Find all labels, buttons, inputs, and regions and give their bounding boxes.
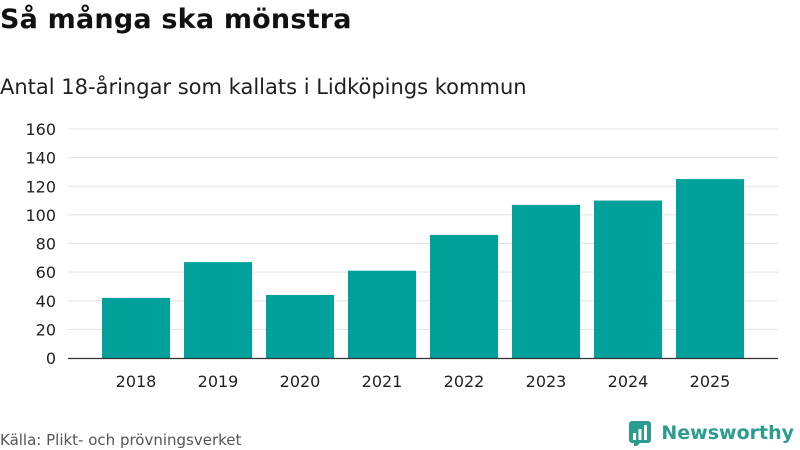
x-axis-ticks: 2018 2019 2020 2021 2022 2023 2024 2025 [116,372,731,391]
x-tick-label: 2022 [444,372,485,391]
bar [348,270,416,358]
chart-subtitle: Antal 18-åringar som kallats i Lidköping… [0,75,527,99]
bar [184,262,252,358]
y-tick-label: 80 [36,235,56,254]
x-tick-label: 2024 [608,372,649,391]
x-tick-label: 2021 [362,372,403,391]
y-tick-label: 120 [25,177,56,196]
x-tick-label: 2020 [280,372,321,391]
y-tick-label: 20 [36,320,56,339]
y-tick-label: 0 [46,349,56,368]
source-note: Källa: Plikt- och prövningsverket [0,431,242,449]
bar [676,179,744,358]
y-tick-label: 140 [25,149,56,168]
bar [594,200,662,358]
bar [102,297,170,358]
brand-name: Newsworthy [661,422,794,444]
brand-logo: Newsworthy [628,420,794,446]
y-tick-label: 40 [36,292,56,311]
bar [430,234,498,358]
bars [102,179,744,358]
bar [266,295,334,358]
x-tick-label: 2019 [198,372,239,391]
y-tick-label: 100 [25,206,56,225]
gridlines [68,128,778,330]
bar-chart-logo-icon [629,421,652,446]
x-tick-label: 2023 [526,372,567,391]
x-tick-label: 2018 [116,372,157,391]
x-tick-label: 2025 [690,372,731,391]
y-tick-label: 160 [25,120,56,139]
y-tick-label: 60 [36,263,56,282]
bar [512,204,580,358]
y-axis-ticks: 0 20 40 60 80 100 120 140 160 [25,120,56,368]
chart-title: Så många ska mönstra [0,4,352,35]
